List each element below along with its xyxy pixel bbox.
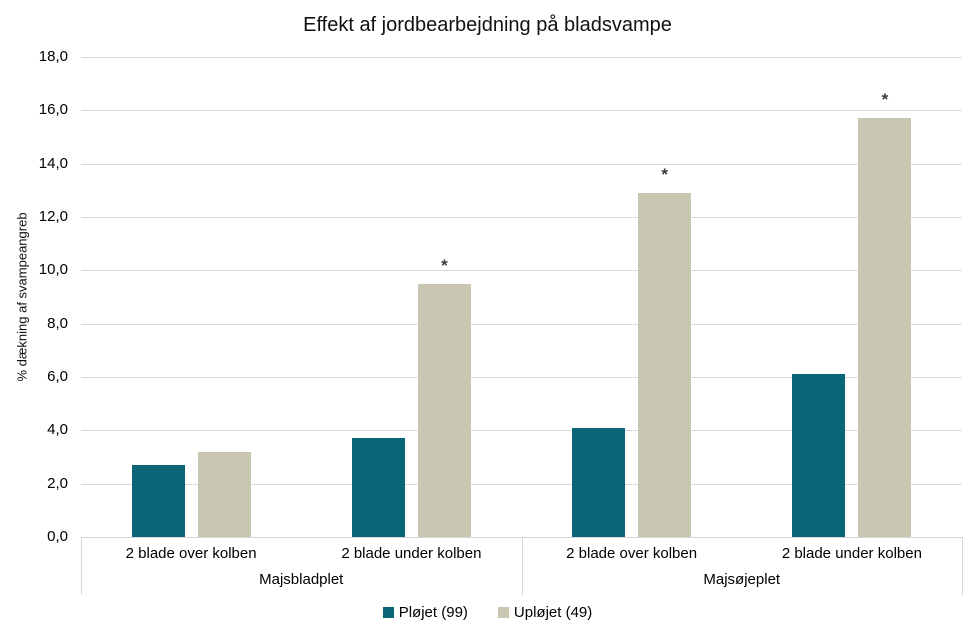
legend-item: Pløjet (99) [382,604,468,621]
gridline [81,270,962,272]
plot-area: * * * [81,57,962,538]
significance-asterisk: * [881,90,889,110]
gridline [81,110,962,112]
category-label: 2 blade over kolben [125,545,257,562]
gridline [81,163,962,165]
gridline [81,483,962,485]
y-tick-label: 14,0 [38,154,68,172]
category-label: 2 blade over kolben [566,545,698,562]
gridline [81,323,962,325]
bar-uplojet [638,193,692,537]
y-tick-label: 2,0 [47,474,68,492]
category-label: 2 blade under kolben [781,545,922,562]
y-tick-label: 4,0 [47,421,68,439]
legend-item: Upløjet (49) [497,604,593,621]
legend-label: Upløjet (49) [513,604,593,621]
legend-swatch [497,607,509,618]
bar-plojet [792,374,846,537]
y-tick-label: 18,0 [38,48,68,65]
y-axis-title: % dækning af svampeangreb [14,212,30,382]
legend-label: Pløjet (99) [398,604,468,621]
group-label: Majsøjeplet [703,571,781,588]
gridline [81,430,962,432]
gridline [81,57,962,58]
significance-asterisk: * [441,255,448,275]
legend: Pløjet (99) Upløjet (49) [0,604,975,621]
y-tick-label: 10,0 [38,261,68,279]
y-tick-label: 12,0 [38,208,68,225]
bar-uplojet [858,118,912,537]
gridline [81,377,962,378]
category-label: 2 blade under kolben [341,545,482,562]
chart-title: Effekt af jordbearbejdning på bladsvampe [303,14,672,36]
bar-plojet [351,438,405,537]
bar-plojet [131,465,185,537]
bar-uplojet [417,283,471,537]
group-label: Majsbladplet [259,571,344,588]
y-tick-label: 8,0 [47,314,68,332]
y-tick-label: 6,0 [47,368,68,385]
legend-swatch [382,607,394,618]
category-axis-separator [81,537,82,595]
bar-uplojet [197,451,251,537]
y-tick-label: 16,0 [38,101,68,119]
category-axis-separator [962,537,963,595]
y-tick-label: 0,0 [47,528,68,545]
bar-plojet [572,427,626,537]
significance-asterisk: * [661,165,668,184]
category-axis-separator [521,537,523,595]
gridline [81,217,962,218]
